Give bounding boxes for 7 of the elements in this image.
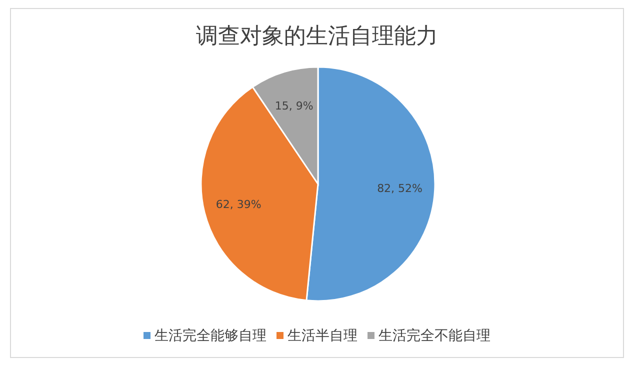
legend-label: 生活完全能够自理 <box>154 328 266 344</box>
chart-title: 调查对象的生活自理能力 <box>196 24 438 49</box>
legend-label: 生活半自理 <box>288 328 358 344</box>
data-label: 82, 52% <box>377 182 423 196</box>
legend-label: 生活完全不能自理 <box>378 328 490 344</box>
data-label: 15, 9% <box>274 100 314 113</box>
data-label: 62, 39% <box>216 198 262 212</box>
